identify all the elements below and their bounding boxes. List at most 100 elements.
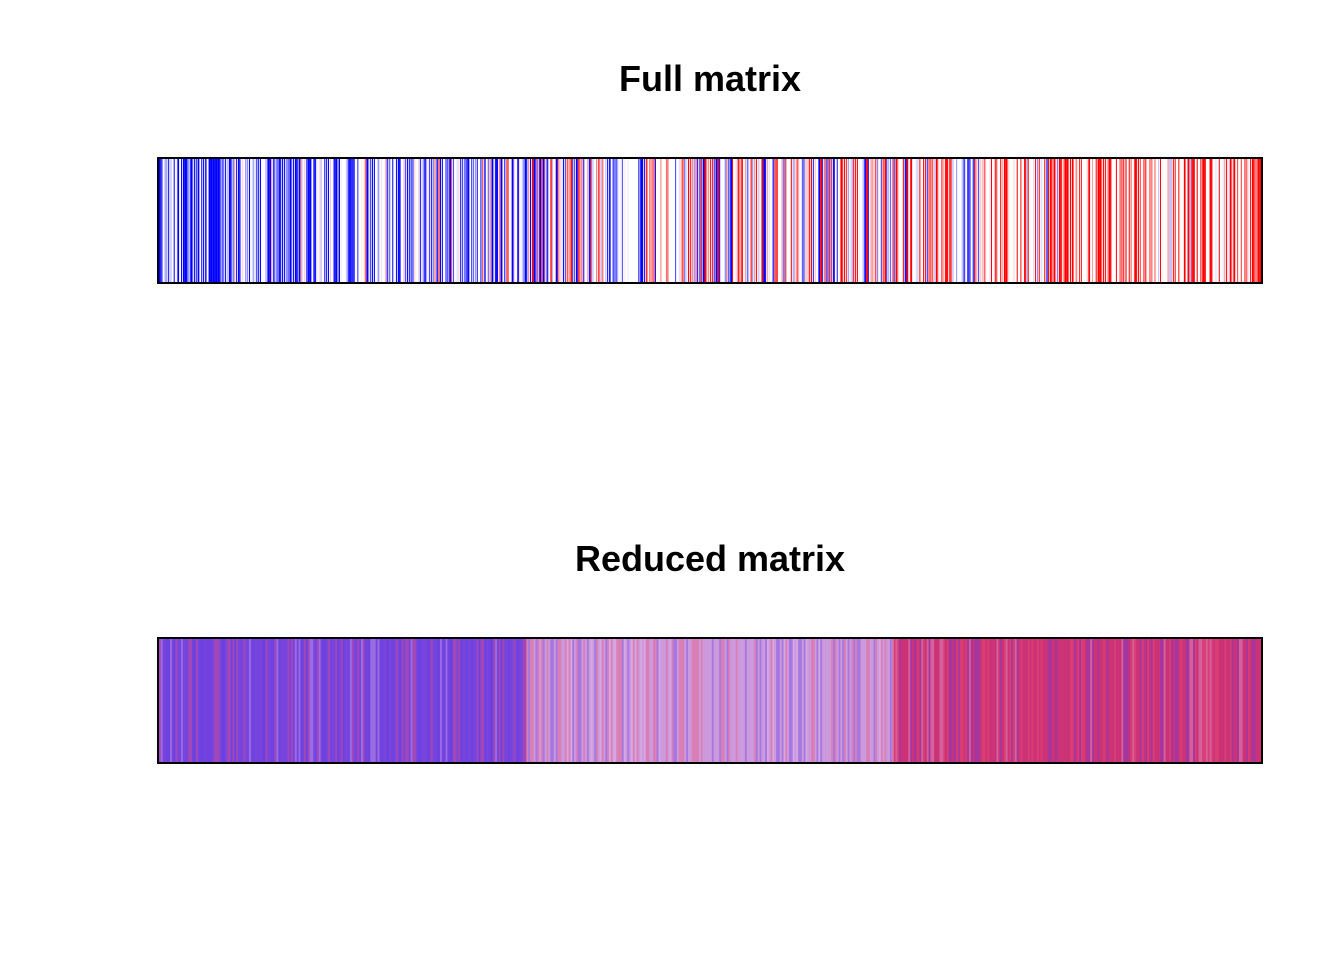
heatmap-cell — [1198, 159, 1201, 282]
heatmap-cell — [1014, 159, 1017, 282]
heatmap-cell — [910, 159, 913, 282]
heatmap-cell — [1003, 639, 1007, 762]
heatmap-cell — [423, 639, 426, 762]
heatmap-cell — [179, 639, 182, 762]
heatmap-cell — [1143, 639, 1146, 762]
heatmap-cell — [469, 639, 472, 762]
heatmap-cell — [682, 159, 684, 282]
heatmap-cell — [897, 159, 899, 282]
heatmap-cell — [625, 159, 627, 282]
heatmap-cell — [471, 159, 473, 282]
heatmap-cell — [744, 639, 748, 762]
heatmap-cell — [904, 639, 907, 762]
heatmap-cell — [506, 159, 508, 282]
heatmap-cell — [937, 159, 939, 282]
heatmap-cell — [1103, 639, 1106, 762]
heatmap-cell — [618, 639, 621, 762]
heatmap-cell — [950, 159, 952, 282]
heatmap-cell — [640, 159, 643, 282]
heatmap-cell — [665, 159, 668, 282]
heatmap-cell — [533, 639, 536, 762]
heatmap-cell — [785, 639, 788, 762]
heatmap-cell — [294, 159, 297, 282]
heatmap-cell — [715, 159, 718, 282]
heatmap-cell — [276, 639, 279, 762]
heatmap-cell — [935, 639, 939, 762]
heatmap-cell — [1139, 159, 1141, 282]
heatmap-cell — [515, 159, 517, 282]
heatmap-cell — [845, 159, 847, 282]
heatmap-cell — [849, 639, 852, 762]
heatmap-cell — [1101, 159, 1103, 282]
heatmap-cell — [597, 639, 601, 762]
heatmap-cell — [338, 159, 340, 282]
heatmap-cell — [732, 639, 735, 762]
heatmap-cell — [1044, 639, 1047, 762]
heatmap-cell — [1042, 639, 1045, 762]
heatmap-cell — [357, 639, 360, 762]
heatmap-cell — [638, 159, 640, 282]
heatmap-cell — [594, 639, 597, 762]
heatmap-cell — [783, 159, 785, 282]
heatmap-cell — [441, 159, 443, 282]
heatmap-cell — [596, 639, 599, 762]
heatmap-cell — [1145, 639, 1148, 762]
heatmap-cell — [873, 639, 876, 762]
heatmap-cell — [1209, 639, 1212, 762]
heatmap-cell — [948, 159, 951, 282]
heatmap-cell — [530, 159, 532, 282]
heatmap-cell — [1049, 639, 1053, 762]
heatmap-cell — [370, 159, 372, 282]
heatmap-cell — [1033, 159, 1035, 282]
heatmap-cell — [331, 639, 334, 762]
heatmap-cell — [945, 159, 947, 282]
heatmap-cell — [504, 159, 506, 282]
heatmap-cell — [991, 159, 993, 282]
heatmap-cell — [787, 639, 790, 762]
heatmap-cell — [1058, 639, 1062, 762]
heatmap-cell — [373, 639, 377, 762]
chart-title-reduced: Reduced matrix — [574, 538, 846, 579]
heatmap-cell — [260, 159, 262, 282]
heatmap-cell — [1242, 159, 1245, 282]
heatmap-cell — [168, 159, 170, 282]
heatmap-cell — [842, 159, 844, 282]
heatmap-cell — [463, 159, 466, 282]
heatmap-cell — [1117, 639, 1120, 762]
heatmap-cell — [684, 159, 686, 282]
heatmap-cell — [700, 639, 704, 762]
heatmap-cell — [1018, 639, 1021, 762]
heatmap-cell — [443, 639, 446, 762]
heatmap-cell — [414, 639, 417, 762]
heatmap-cell — [875, 639, 878, 762]
heatmap-cell — [1005, 159, 1008, 282]
heatmap-cell — [599, 639, 603, 762]
heatmap-cell — [884, 639, 887, 762]
heatmap-cell — [880, 159, 882, 282]
heatmap-cell — [392, 639, 395, 762]
heatmap-cell — [406, 639, 410, 762]
heatmap-cell — [1016, 639, 1019, 762]
heatmap-cell — [568, 159, 570, 282]
heatmap-cell — [351, 159, 354, 282]
heatmap-cell — [1002, 639, 1005, 762]
heatmap-cell — [1242, 639, 1245, 762]
heatmap-cell — [381, 159, 383, 282]
heatmap-cell — [820, 159, 823, 282]
heatmap-cell — [249, 639, 252, 762]
heatmap-cell — [539, 159, 542, 282]
heatmap-cell — [1248, 639, 1251, 762]
heatmap-cell — [408, 639, 412, 762]
heatmap-cell — [250, 159, 252, 282]
heatmap-cell — [678, 639, 682, 762]
heatmap-cell — [568, 639, 571, 762]
heatmap-cell — [423, 159, 426, 282]
heatmap-cell — [1009, 639, 1012, 762]
heatmap-cell — [1036, 159, 1038, 282]
heatmap-cell — [1213, 159, 1216, 282]
heatmap-cell — [493, 639, 496, 762]
heatmap-cell — [744, 159, 746, 282]
heatmap-cell — [1130, 159, 1132, 282]
heatmap-cell — [193, 159, 195, 282]
heatmap-cell — [566, 639, 569, 762]
